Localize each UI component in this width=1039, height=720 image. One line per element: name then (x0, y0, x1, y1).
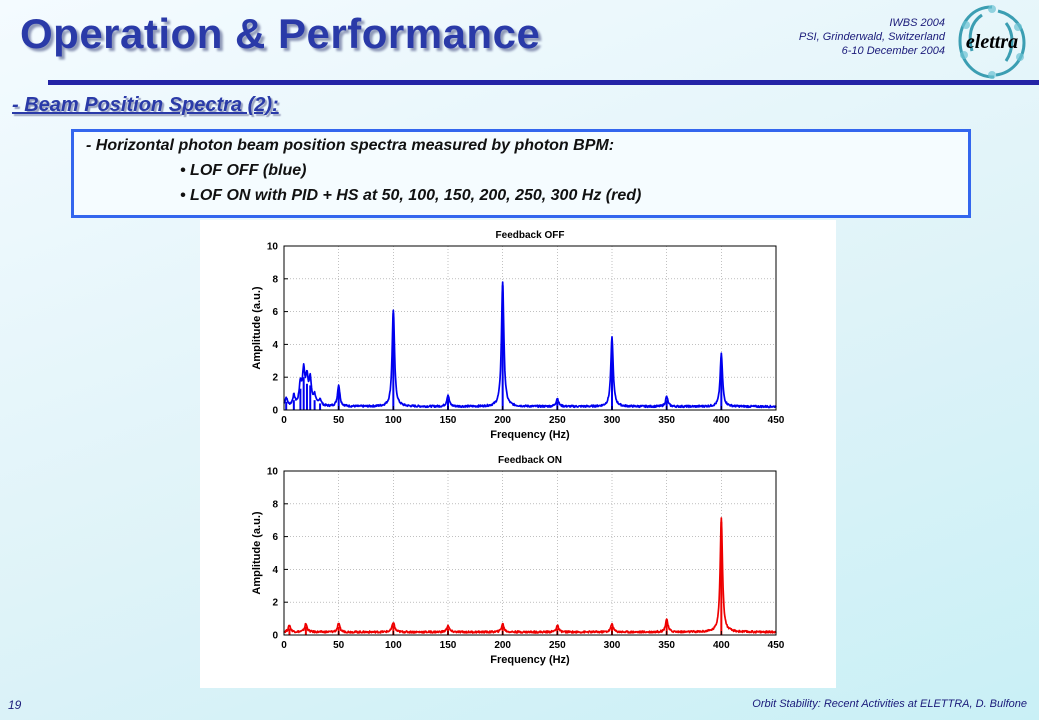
bullet-lof-off: • LOF OFF (blue) (180, 162, 307, 179)
y-tick-label: 0 (272, 631, 278, 642)
x-tick-label: 350 (658, 640, 675, 651)
x-axis-label: Frequency (Hz) (490, 429, 570, 441)
chart-title: Feedback OFF (496, 230, 565, 241)
y-tick-label: 8 (272, 499, 278, 510)
y-tick-label: 2 (272, 598, 278, 609)
slide-number: 19 (8, 698, 22, 712)
x-tick-label: 200 (494, 415, 511, 426)
y-tick-label: 10 (267, 242, 279, 253)
logo-text: elettra (966, 31, 1018, 53)
plot-frame (283, 470, 777, 636)
y-tick-label: 6 (272, 307, 278, 318)
description-box: - Horizontal photon beam position spectr… (71, 129, 971, 218)
x-tick-label: 250 (549, 415, 566, 426)
x-tick-label: 350 (658, 415, 675, 426)
x-tick-label: 50 (333, 415, 345, 426)
x-tick-label: 250 (549, 640, 566, 651)
description-line: - Horizontal photon beam position spectr… (86, 137, 615, 154)
conference-info: IWBS 2004 PSI, Grinderwald, Switzerland … (799, 16, 945, 58)
chart-panel: 0 50 100 150 200 250 300 350 400 450 0 2 4 6 8 10 Feedba… (251, 230, 785, 441)
spectra-figure: 0 50 100 150 200 250 300 350 400 450 0 2 4 6 8 10 Feedba… (200, 220, 836, 688)
chart-title: Feedback ON (498, 455, 562, 466)
slide-title: Operation & Performance (20, 10, 541, 57)
bullet-lof-on: • LOF ON with PID + HS at 50, 100, 150, … (180, 187, 642, 204)
y-tick-label: 4 (272, 340, 278, 351)
y-tick-label: 8 (272, 274, 278, 285)
conference-location: PSI, Grinderwald, Switzerland (798, 31, 945, 43)
x-tick-label: 50 (333, 640, 345, 651)
x-tick-label: 0 (281, 415, 287, 426)
chart-panel: 0 50 100 150 200 250 300 350 400 450 0 2 4 6 8 10 Feedba… (251, 455, 785, 666)
x-tick-label: 450 (768, 415, 785, 426)
section-subtitle: - Beam Position Spectra (2): (12, 94, 279, 116)
spectra-charts: 0 50 100 150 200 250 300 350 400 4500246810Feedba… (251, 230, 785, 666)
plot-frame (283, 245, 777, 411)
x-tick-label: 0 (281, 640, 287, 651)
x-tick-label: 400 (713, 415, 730, 426)
elettra-logo: elettra (958, 5, 1026, 79)
x-tick-label: 400 (713, 640, 730, 651)
x-axis-label: Frequency (Hz) (490, 654, 570, 666)
x-tick-label: 100 (385, 415, 402, 426)
y-axis-label: Amplitude (a.u.) (251, 286, 263, 369)
y-axis-label: Amplitude (a.u.) (251, 511, 263, 594)
spectrum-series (283, 517, 777, 634)
y-tick-label: 0 (272, 406, 278, 417)
conference-name: IWBS 2004 (889, 17, 945, 29)
y-tick-label: 4 (272, 565, 278, 576)
x-tick-label: 100 (385, 640, 402, 651)
x-tick-label: 200 (494, 640, 511, 651)
y-tick-label: 10 (267, 467, 279, 478)
conference-dates: 6-10 December 2004 (841, 45, 945, 57)
y-tick-label: 6 (272, 532, 278, 543)
footer-credit: Orbit Stability: Recent Activities at EL… (752, 698, 1027, 710)
y-tick-label: 2 (272, 373, 278, 384)
x-tick-label: 300 (604, 415, 621, 426)
x-tick-label: 300 (604, 640, 621, 651)
x-tick-label: 150 (440, 415, 457, 426)
x-tick-label: 150 (440, 640, 457, 651)
spectrum-series (283, 281, 777, 409)
title-underline (48, 80, 1039, 85)
x-tick-label: 450 (768, 640, 785, 651)
